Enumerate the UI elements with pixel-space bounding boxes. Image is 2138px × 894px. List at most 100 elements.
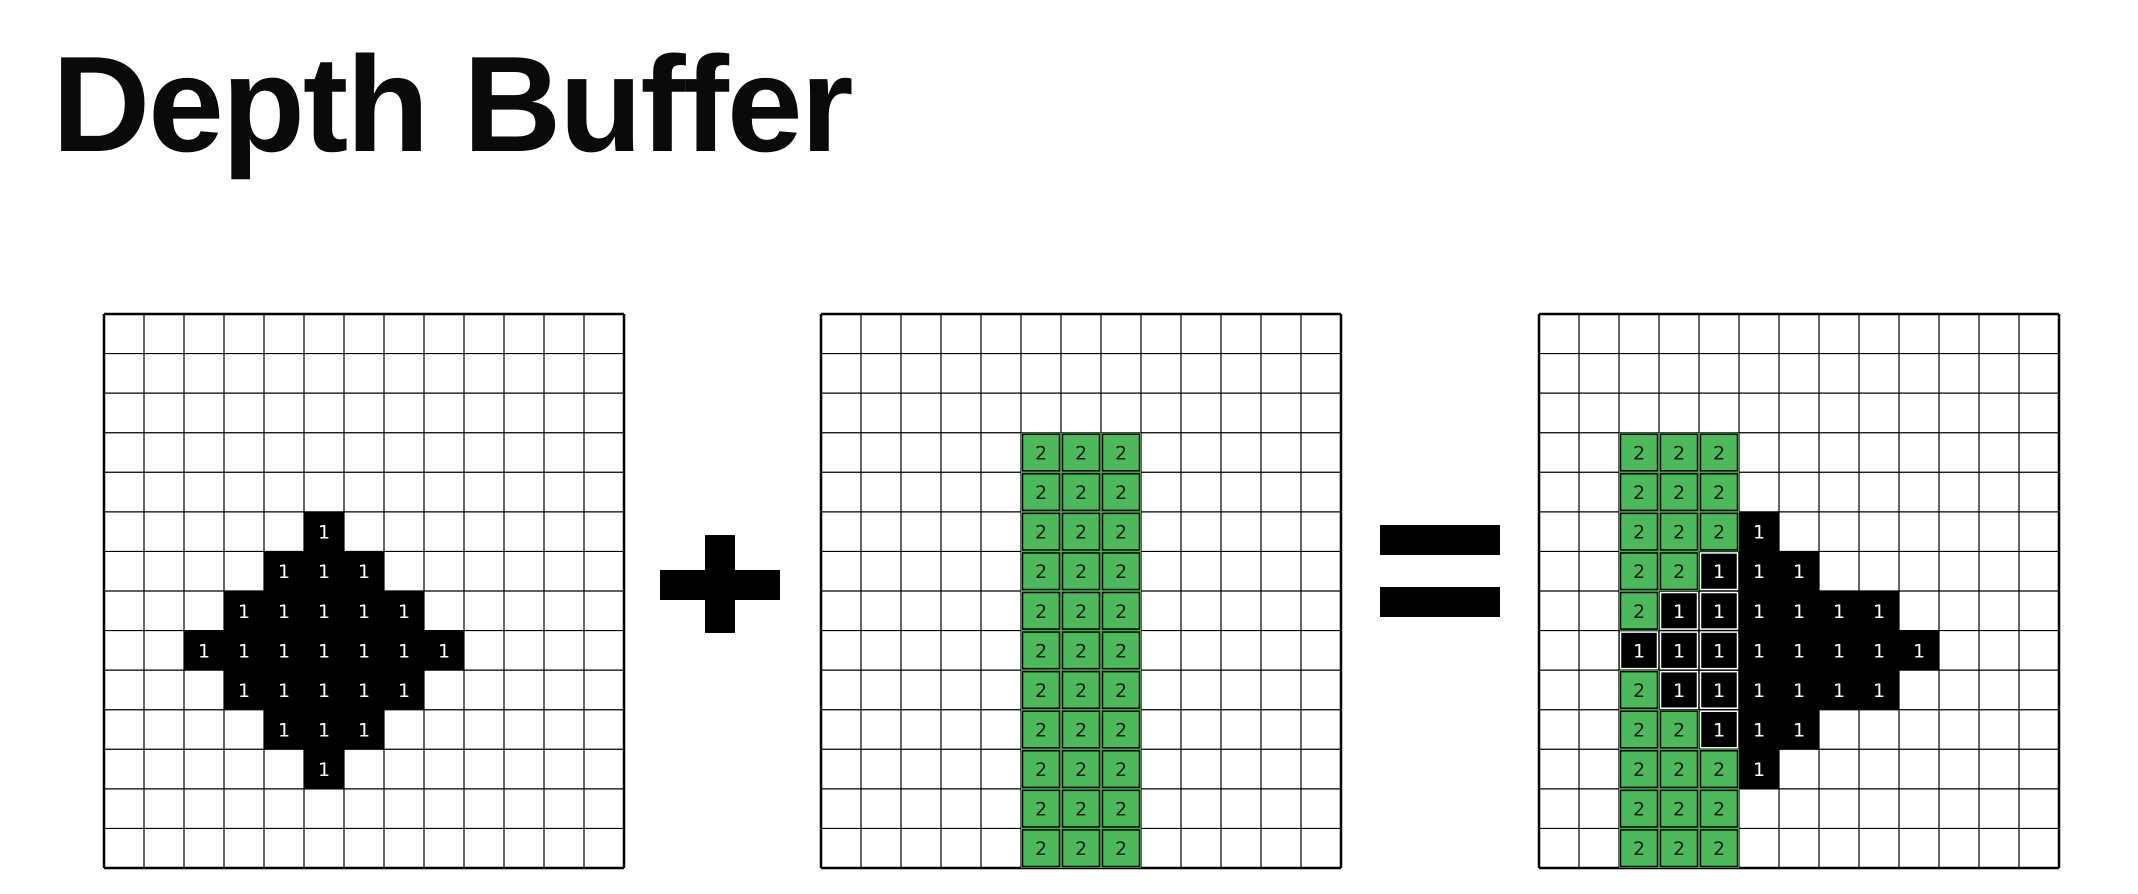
- plus-sign-vertical-bar: [705, 535, 735, 633]
- result-cell-green: [1659, 432, 1699, 473]
- green-shape-cell-label: 2: [1115, 759, 1127, 781]
- black-shape-cell: [304, 551, 344, 591]
- black-shape-cell: [344, 630, 384, 671]
- result-cell-black-label: 1: [1753, 759, 1765, 781]
- green-shape-cell-outline: [1061, 591, 1101, 630]
- result-cell-black: [1659, 630, 1699, 671]
- green-shape-cell: [1061, 551, 1101, 591]
- result-cell-black-outline: [1699, 552, 1739, 591]
- result-cell-green: [1699, 788, 1739, 829]
- green-shape-cell-outline: [1101, 631, 1141, 670]
- result-cell-green-outline: [1699, 789, 1739, 828]
- result-cell-green-outline: [1699, 829, 1739, 868]
- depth-buffer-grid-black-diamond: 1 1 1 1 1 1 1 1 1 1 1 1 1 1 1 1 1 1 1 1 1 1 1 1 1: [102, 312, 626, 870]
- green-shape-cell-label: 2: [1035, 759, 1047, 781]
- result-cell-black: [1659, 670, 1699, 710]
- result-cell-black-label: 1: [1873, 601, 1885, 623]
- black-shape-cell: [224, 591, 264, 631]
- result-cell-black: [1699, 551, 1739, 591]
- black-shape-cell: [304, 511, 344, 552]
- result-cell-black: [1739, 511, 1779, 552]
- black-shape-cell: [304, 630, 344, 671]
- result-cell-black: [1859, 670, 1899, 710]
- result-cell-green-label: 2: [1673, 522, 1685, 544]
- result-cell-green-outline: [1699, 512, 1739, 551]
- black-shape-cell-label: 1: [318, 522, 330, 544]
- result-cell-green: [1619, 709, 1659, 750]
- green-shape-cell-label: 2: [1115, 640, 1127, 662]
- result-cell-green-outline: [1659, 789, 1699, 828]
- result-cell-black-label: 1: [1793, 601, 1805, 623]
- result-cell-green: [1699, 511, 1739, 552]
- black-shape-cell-label: 1: [278, 640, 290, 662]
- result-cell-green: [1619, 749, 1659, 789]
- result-cell-green-outline: [1699, 473, 1739, 512]
- result-cell-black-label: 1: [1873, 680, 1885, 702]
- green-shape-cell: [1101, 432, 1141, 473]
- green-shape-cell-label: 2: [1035, 799, 1047, 821]
- green-shape-cell-label: 2: [1075, 601, 1087, 623]
- result-cell-green-label: 2: [1633, 443, 1645, 465]
- result-cell-black: [1739, 709, 1779, 750]
- black-shape-cell: [304, 670, 344, 710]
- result-cell-black: [1899, 630, 1939, 671]
- result-cell-black-label: 1: [1873, 640, 1885, 662]
- result-cell-green-label: 2: [1713, 522, 1725, 544]
- black-shape-cell-label: 1: [398, 601, 410, 623]
- result-cell-black: [1699, 630, 1739, 671]
- green-shape-cell: [1061, 670, 1101, 710]
- result-cell-black: [1739, 591, 1779, 631]
- result-cell-green: [1619, 828, 1659, 868]
- green-shape-cell: [1061, 630, 1101, 671]
- result-cell-green-label: 2: [1633, 799, 1645, 821]
- black-shape-cell: [304, 749, 344, 789]
- result-cell-black: [1779, 709, 1819, 750]
- result-cell-green-outline: [1659, 473, 1699, 512]
- result-cell-black-outline: [1659, 670, 1699, 709]
- result-cell-green: [1659, 511, 1699, 552]
- result-cell-green: [1659, 472, 1699, 512]
- result-cell-green: [1659, 709, 1699, 750]
- result-cell-green-outline: [1659, 552, 1699, 591]
- black-shape-cell-label: 1: [318, 601, 330, 623]
- result-cell-green-label: 2: [1713, 838, 1725, 860]
- green-shape-cell-outline: [1101, 552, 1141, 591]
- result-cell-green-outline: [1619, 473, 1659, 512]
- result-cell-black-label: 1: [1713, 680, 1725, 702]
- black-shape-cell-label: 1: [358, 561, 370, 583]
- result-cell-green-outline: [1619, 552, 1659, 591]
- result-cell-black: [1699, 591, 1739, 631]
- green-shape-cell: [1101, 670, 1141, 710]
- result-cell-green-outline: [1619, 829, 1659, 868]
- result-cell-green-outline: [1619, 433, 1659, 472]
- green-shape-cell: [1061, 788, 1101, 829]
- result-cell-green-label: 2: [1633, 482, 1645, 504]
- result-cell-black-label: 1: [1753, 561, 1765, 583]
- green-shape-cell: [1021, 670, 1061, 710]
- green-shape-cell: [1101, 828, 1141, 868]
- result-cell-black-label: 1: [1833, 601, 1845, 623]
- result-cell-black-outline: [1699, 710, 1739, 749]
- green-shape-cell: [1101, 551, 1141, 591]
- result-cell-green-outline: [1659, 433, 1699, 472]
- black-shape-cell: [264, 709, 304, 750]
- result-cell-black: [1819, 591, 1859, 631]
- depth-buffer-grid-result: 2 2 2 2 2 2 2 2 2 1 2 2 1 1 1 2 1 1 1 1 1 1 1 1 1 1 1 1 1 1 2 1 1 1 1 1 1 2 2 1…: [1537, 312, 2061, 870]
- black-shape-cell: [384, 630, 424, 671]
- black-shape-cell-label: 1: [318, 640, 330, 662]
- result-cell-black: [1739, 551, 1779, 591]
- black-shape-cell-label: 1: [198, 640, 210, 662]
- green-shape-cell-outline: [1021, 750, 1061, 789]
- result-cell-green-outline: [1619, 512, 1659, 551]
- black-shape-cell-label: 1: [358, 680, 370, 702]
- green-shape-cell-label: 2: [1035, 482, 1047, 504]
- green-shape-cell: [1101, 709, 1141, 750]
- black-shape-cell: [384, 591, 424, 631]
- green-shape-cell-outline: [1021, 829, 1061, 868]
- equals-sign: [1380, 525, 1500, 623]
- green-shape-cell-label: 2: [1075, 680, 1087, 702]
- result-cell-green-outline: [1659, 829, 1699, 868]
- result-cell-green-label: 2: [1673, 443, 1685, 465]
- result-cell-black-label: 1: [1753, 720, 1765, 742]
- result-cell-green-outline: [1659, 512, 1699, 551]
